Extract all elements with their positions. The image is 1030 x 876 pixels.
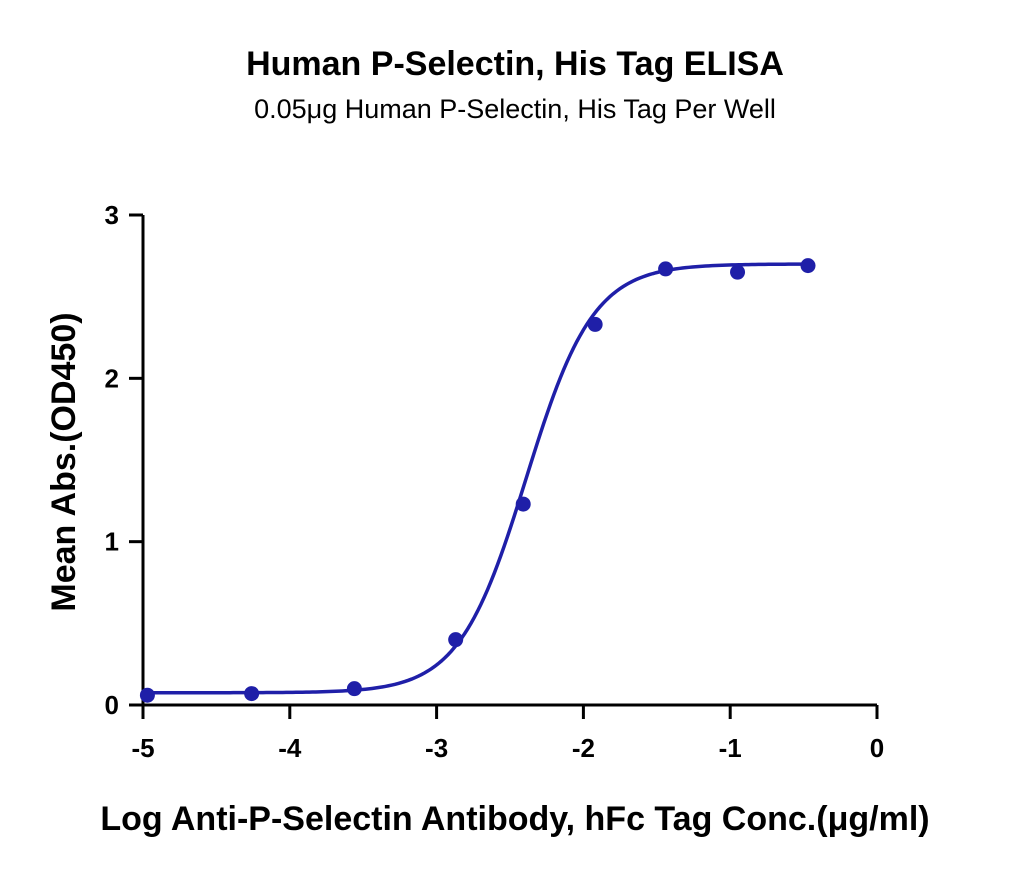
data-point <box>515 496 531 512</box>
data-point <box>346 681 362 697</box>
x-tick-label: -4 <box>278 733 302 763</box>
data-point <box>448 632 464 648</box>
y-tick-label: 2 <box>105 363 119 393</box>
y-tick-label: 3 <box>105 200 119 230</box>
data-points <box>139 258 816 703</box>
data-point <box>587 316 603 332</box>
data-point <box>800 258 816 274</box>
x-tick-label: -5 <box>131 733 154 763</box>
ticks: -5 -4 -3 -2 -1 0 0 1 2 3 <box>105 200 885 763</box>
fit-curve-group <box>147 262 809 695</box>
axes <box>141 215 877 707</box>
data-point <box>658 261 674 277</box>
x-axis-label: Log Anti-P-Selectin Antibody, hFc Tag Co… <box>100 800 929 838</box>
x-tick-label: -2 <box>572 733 595 763</box>
chart-subtitle: 0.05μg Human P-Selectin, His Tag Per Wel… <box>254 94 776 124</box>
fit-curve <box>147 262 809 695</box>
chart-title: Human P-Selectin, His Tag ELISA <box>246 45 784 83</box>
y-axis-label: Mean Abs.(OD450) <box>45 312 83 611</box>
data-point <box>139 687 155 703</box>
x-tick-label: 0 <box>870 733 884 763</box>
data-point <box>730 264 746 280</box>
x-tick-label: -3 <box>425 733 448 763</box>
data-point <box>244 686 260 702</box>
y-tick-label: 0 <box>105 690 119 720</box>
y-tick-label: 1 <box>105 527 119 557</box>
x-tick-label: -1 <box>719 733 742 763</box>
